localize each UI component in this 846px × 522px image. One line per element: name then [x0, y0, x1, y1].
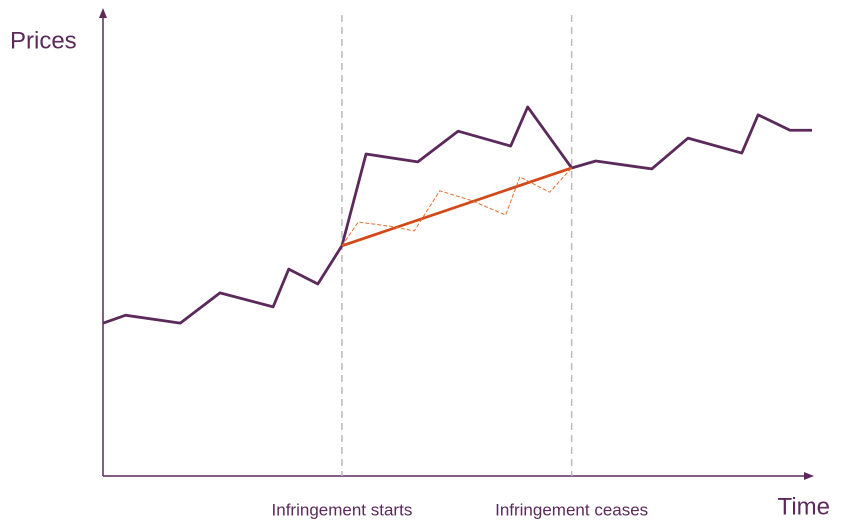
y-axis-label: Prices [10, 27, 77, 54]
x-axis-arrow [804, 472, 814, 480]
price-line [341, 167, 573, 247]
price-line [102, 105, 812, 325]
y-axis-arrow [99, 8, 107, 18]
event-label: Infringement ceases [495, 500, 648, 519]
event-label: Infringement starts [272, 500, 413, 519]
price-line [341, 166, 573, 248]
x-axis-label: Time [778, 493, 830, 520]
